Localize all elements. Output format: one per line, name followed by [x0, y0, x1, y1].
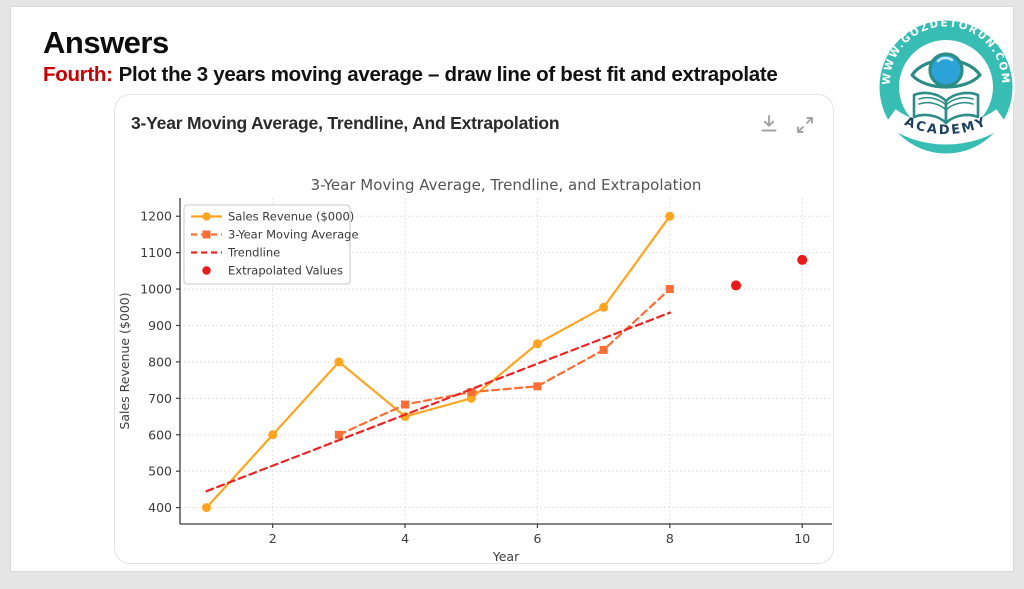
svg-text:8: 8 — [666, 531, 674, 546]
series-1 — [334, 285, 674, 439]
chart: 400 500 600 700 800 900 1000 1100 1200 2 4 6 8 10 3-Ye… — [117, 176, 832, 564]
svg-text:500: 500 — [148, 464, 172, 479]
legend-label-2: Trendline — [227, 246, 280, 260]
legend-label-3: Extrapolated Values — [228, 264, 343, 278]
legend-label-1: 3-Year Moving Average — [228, 228, 359, 242]
academy-logo: WWW.GOZDETORUN.COM ACADEMY — [876, 17, 1016, 157]
legend-label-0: Sales Revenue ($000) — [228, 210, 354, 224]
svg-text:6: 6 — [533, 531, 541, 546]
svg-text:800: 800 — [148, 354, 172, 369]
card-title: 3-Year Moving Average, Trendline, And Ex… — [131, 113, 560, 133]
svg-text:2: 2 — [269, 531, 277, 546]
svg-text:4: 4 — [401, 531, 409, 546]
svg-text:1200: 1200 — [140, 209, 172, 224]
x-axis-label: Year — [492, 549, 520, 564]
plot-title: 3-Year Moving Average, Trendline, and Ex… — [311, 176, 702, 194]
series-0 — [201, 211, 675, 513]
legend: Sales Revenue ($000) 3-Year Moving Averag… — [183, 204, 359, 285]
svg-text:1100: 1100 — [140, 245, 172, 260]
chart-card: 3-Year Moving Average, Trendline, And Ex… — [114, 94, 834, 564]
subtitle-text: Plot the 3 years moving average – draw l… — [118, 63, 778, 86]
slide: Answers Fourth: Plot the 3 years moving a… — [10, 6, 1016, 572]
series-2 — [205, 311, 671, 493]
page-subtitle: Fourth: Plot the 3 years moving average –… — [43, 63, 778, 87]
svg-text:600: 600 — [148, 427, 172, 442]
svg-text:10: 10 — [794, 531, 810, 546]
svg-text:700: 700 — [148, 391, 172, 406]
svg-text:1000: 1000 — [140, 282, 172, 297]
axes: 400 500 600 700 800 900 1000 1100 1200 2 4 6 8 10 3-Ye… — [117, 176, 832, 564]
expand-icon[interactable] — [795, 113, 815, 135]
page-title: Answers — [43, 25, 169, 60]
download-icon[interactable] — [759, 113, 779, 135]
eye-book-icon — [910, 52, 982, 125]
svg-text:400: 400 — [148, 500, 172, 515]
svg-text:900: 900 — [148, 318, 172, 333]
card-toolbar — [759, 113, 815, 135]
series-3 — [731, 254, 808, 291]
subtitle-label: Fourth: — [43, 63, 113, 86]
y-axis-label: Sales Revenue ($000) — [117, 292, 132, 429]
